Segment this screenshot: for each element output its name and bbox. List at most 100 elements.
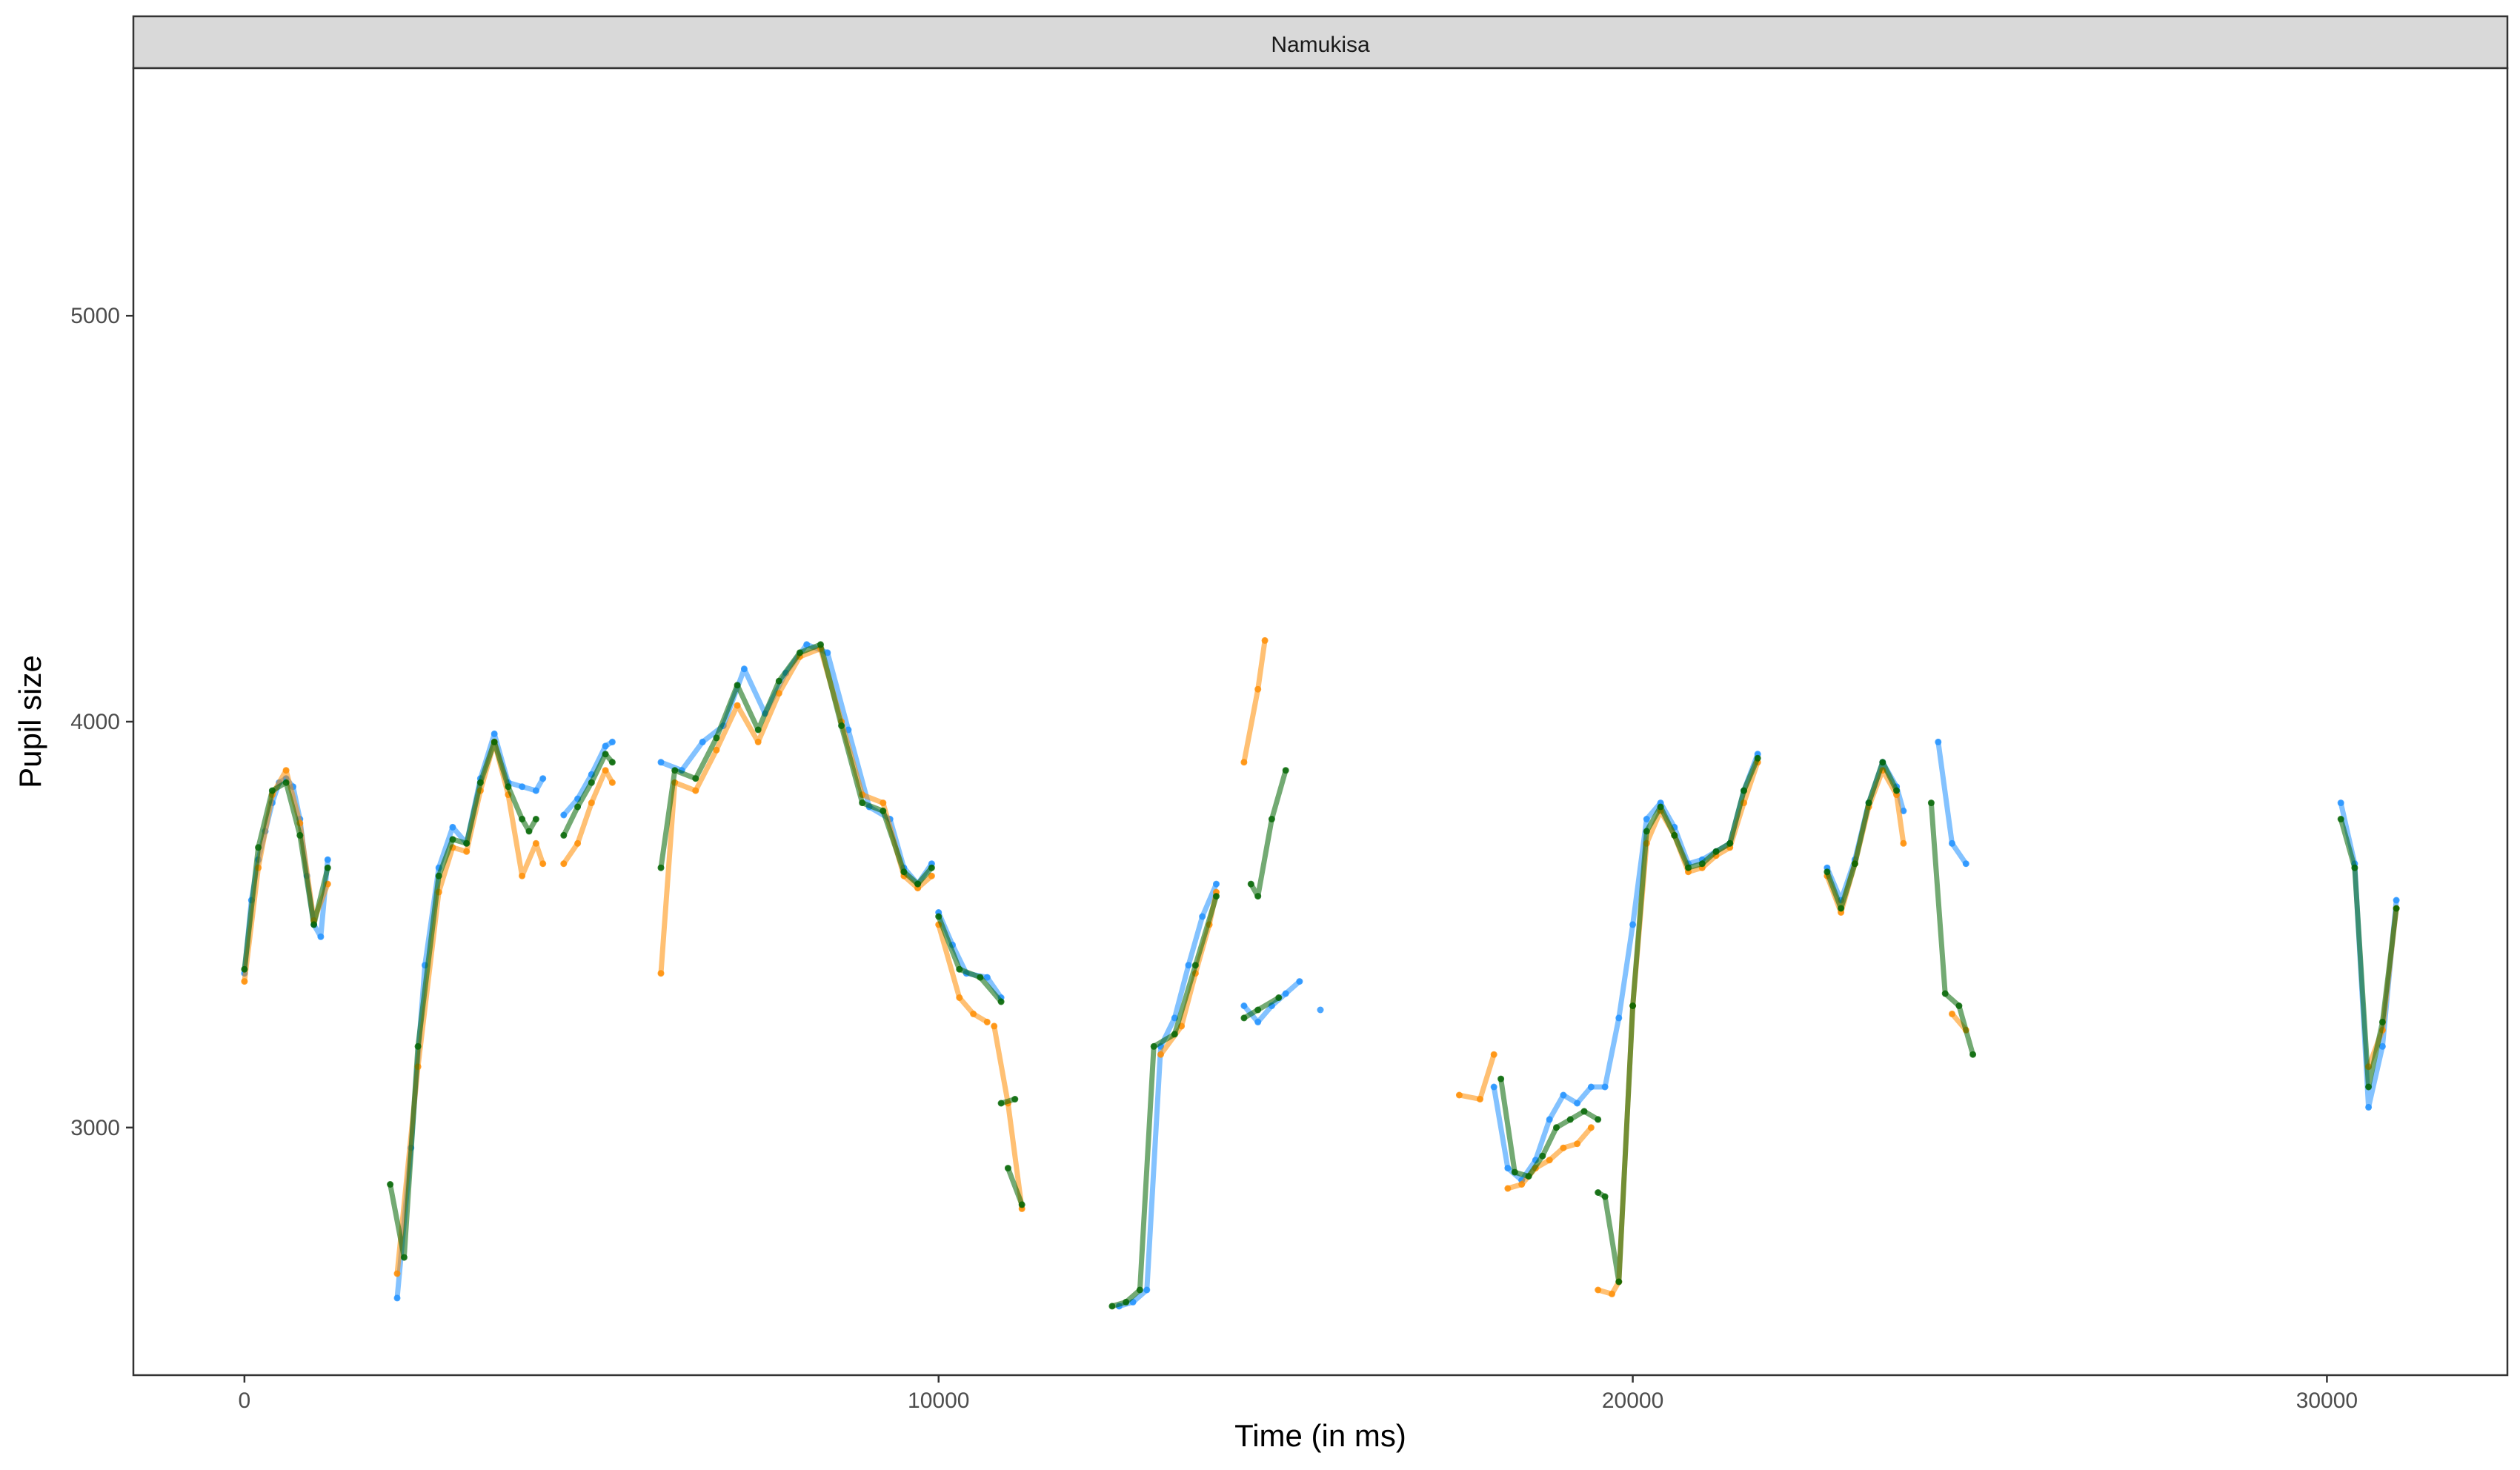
series-2-trace xyxy=(1928,800,1976,1057)
data-point xyxy=(2351,864,2358,871)
data-point xyxy=(1261,636,1269,644)
data-point xyxy=(1955,1002,1963,1009)
data-point xyxy=(1595,1189,1602,1196)
data-point xyxy=(1240,1002,1248,1009)
data-point xyxy=(324,864,331,871)
data-point xyxy=(1962,860,1969,868)
data-point xyxy=(1629,1002,1637,1009)
y-tick-label: 3000 xyxy=(70,1116,120,1140)
data-point xyxy=(282,767,290,774)
data-point xyxy=(1587,1124,1595,1131)
x-tick-label: 30000 xyxy=(2296,1388,2358,1413)
data-point xyxy=(1574,1100,1581,1107)
data-point xyxy=(713,746,720,754)
data-point xyxy=(1643,828,1650,835)
data-point xyxy=(1268,816,1275,822)
data-point xyxy=(1171,1014,1178,1022)
data-point xyxy=(2393,897,2400,904)
data-point xyxy=(463,848,471,855)
data-point xyxy=(1004,1165,1011,1172)
data-point xyxy=(241,965,248,973)
data-point xyxy=(435,872,442,879)
data-point xyxy=(1595,1116,1602,1123)
data-point xyxy=(1490,1083,1497,1091)
data-point xyxy=(310,921,318,928)
data-point xyxy=(1615,1014,1623,1022)
data-point xyxy=(602,767,609,774)
data-point xyxy=(2337,799,2344,807)
data-point xyxy=(1157,1051,1164,1058)
data-point xyxy=(817,641,824,648)
data-point xyxy=(519,816,526,822)
data-point xyxy=(1240,759,1248,766)
data-point xyxy=(838,722,845,729)
data-point xyxy=(1011,1096,1019,1102)
data-point xyxy=(880,808,887,814)
data-point xyxy=(588,779,595,786)
data-point xyxy=(997,998,1005,1005)
data-point xyxy=(519,783,526,791)
data-point xyxy=(1539,1152,1546,1160)
data-layer xyxy=(241,636,2400,1310)
data-point xyxy=(282,779,290,786)
data-point xyxy=(268,787,276,794)
data-point xyxy=(2393,905,2400,912)
data-point xyxy=(574,803,582,811)
data-point xyxy=(1317,1006,1324,1014)
data-point xyxy=(2337,816,2344,822)
data-point xyxy=(532,839,539,847)
data-point xyxy=(608,759,616,766)
data-point xyxy=(983,974,991,981)
data-point xyxy=(1546,1116,1553,1123)
series-2-trace xyxy=(936,914,1004,1005)
data-point xyxy=(1941,990,1949,997)
data-point xyxy=(1497,1075,1505,1082)
data-point xyxy=(1213,880,1220,888)
data-point xyxy=(1240,1014,1248,1022)
data-point xyxy=(560,831,568,839)
data-point xyxy=(1296,978,1303,985)
data-point xyxy=(1595,1286,1602,1294)
data-point xyxy=(1171,1031,1178,1038)
data-point xyxy=(1698,860,1706,868)
data-point xyxy=(956,994,963,1001)
data-point xyxy=(1685,864,1692,871)
data-point xyxy=(1136,1286,1143,1294)
data-point xyxy=(1108,1303,1116,1310)
data-point xyxy=(1282,990,1289,997)
data-point xyxy=(532,787,539,794)
data-point xyxy=(1518,1181,1526,1188)
data-point xyxy=(1865,799,1872,807)
data-point xyxy=(1893,787,1901,794)
data-point xyxy=(1477,1096,1483,1102)
data-point xyxy=(1546,1157,1553,1164)
data-point xyxy=(505,783,512,791)
data-point xyxy=(1629,921,1637,928)
data-point xyxy=(935,913,942,920)
data-point xyxy=(1185,962,1192,969)
data-point xyxy=(1455,1091,1463,1099)
data-point xyxy=(387,1181,394,1188)
data-point xyxy=(1191,962,1199,969)
data-point xyxy=(1525,1173,1532,1180)
data-point xyxy=(824,649,831,656)
data-point xyxy=(525,828,533,835)
data-point xyxy=(324,856,331,863)
data-point xyxy=(1900,808,1907,814)
data-point xyxy=(560,860,568,868)
data-point xyxy=(2378,1042,2386,1050)
data-point xyxy=(588,799,595,807)
data-point xyxy=(608,738,616,745)
data-point xyxy=(296,831,304,839)
data-point xyxy=(1927,799,1935,807)
data-point xyxy=(880,799,887,807)
data-point xyxy=(2365,1083,2373,1091)
x-tick-label: 0 xyxy=(239,1388,251,1413)
data-point xyxy=(1935,738,1942,745)
data-point xyxy=(928,872,935,879)
data-point xyxy=(449,836,456,843)
data-point xyxy=(928,864,935,871)
data-point xyxy=(740,665,748,673)
data-point xyxy=(476,779,484,786)
series-2-trace xyxy=(1248,768,1289,899)
